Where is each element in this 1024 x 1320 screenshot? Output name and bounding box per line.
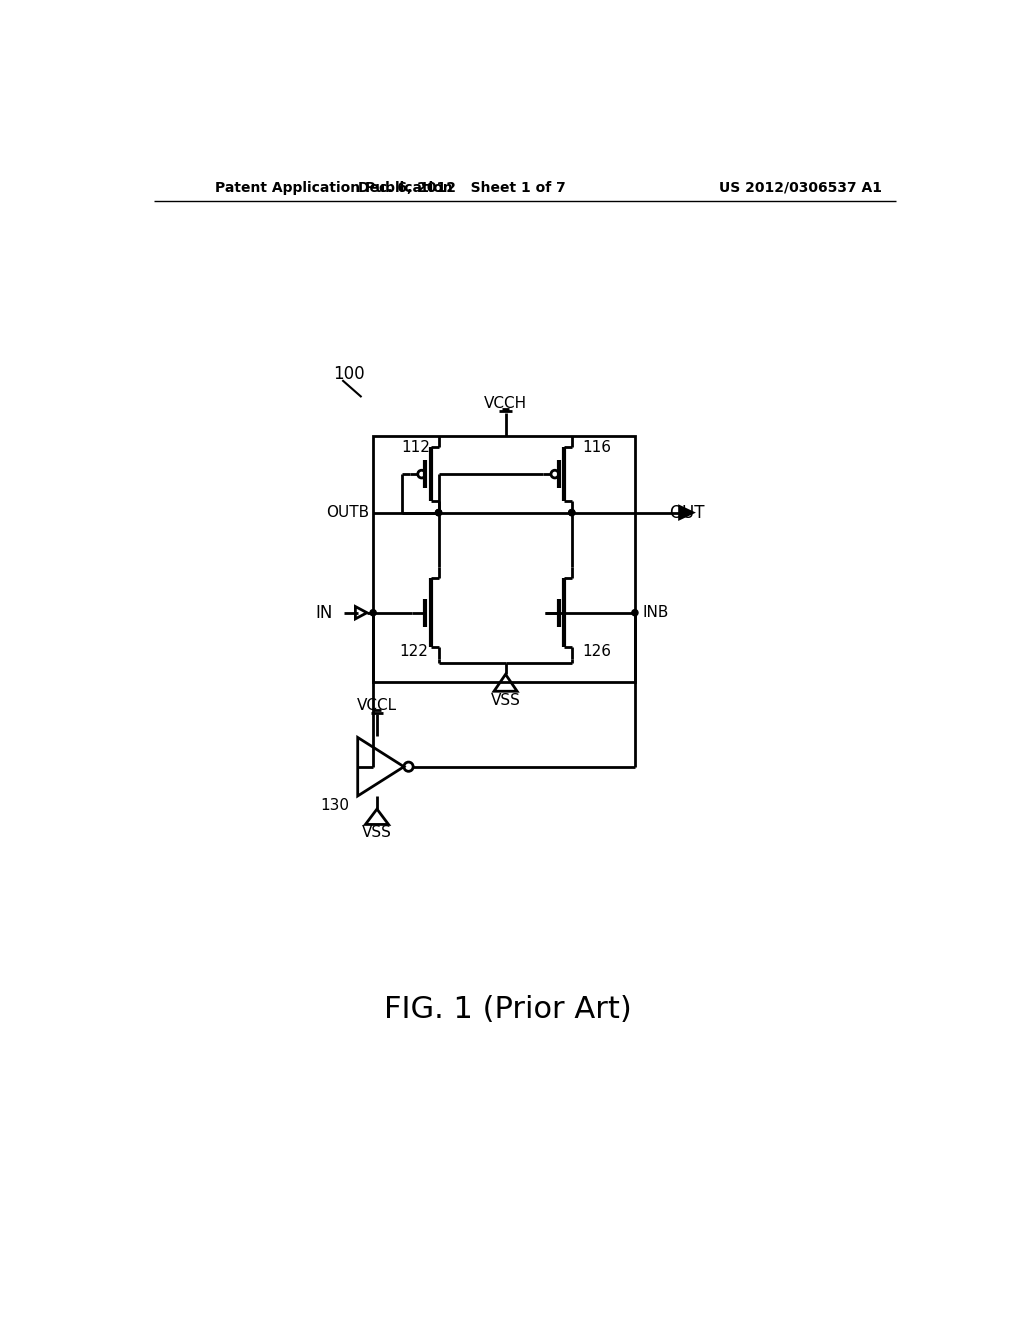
Text: 100: 100	[333, 366, 365, 383]
Text: 122: 122	[399, 644, 428, 659]
Circle shape	[568, 510, 574, 516]
Text: INB: INB	[643, 605, 669, 620]
Polygon shape	[680, 507, 692, 519]
Circle shape	[568, 510, 574, 516]
Text: IN: IN	[315, 603, 333, 622]
Text: OUT: OUT	[670, 504, 706, 521]
Text: FIG. 1 (Prior Art): FIG. 1 (Prior Art)	[384, 995, 632, 1024]
Text: US 2012/0306537 A1: US 2012/0306537 A1	[719, 181, 882, 194]
Circle shape	[632, 610, 638, 615]
Text: VSS: VSS	[362, 825, 392, 841]
Circle shape	[435, 510, 441, 516]
Text: 116: 116	[582, 440, 611, 454]
Bar	[373, 436, 635, 682]
Circle shape	[370, 610, 376, 615]
Text: OUTB: OUTB	[326, 506, 370, 520]
Text: VCCL: VCCL	[357, 697, 397, 713]
Text: VCCH: VCCH	[484, 396, 527, 411]
Text: 126: 126	[582, 644, 611, 659]
Text: Dec. 6, 2012   Sheet 1 of 7: Dec. 6, 2012 Sheet 1 of 7	[357, 181, 565, 194]
Text: 130: 130	[321, 797, 349, 813]
Text: VSS: VSS	[490, 693, 520, 708]
Text: Patent Application Publication: Patent Application Publication	[215, 181, 453, 194]
Circle shape	[435, 510, 441, 516]
Text: 112: 112	[401, 440, 430, 454]
